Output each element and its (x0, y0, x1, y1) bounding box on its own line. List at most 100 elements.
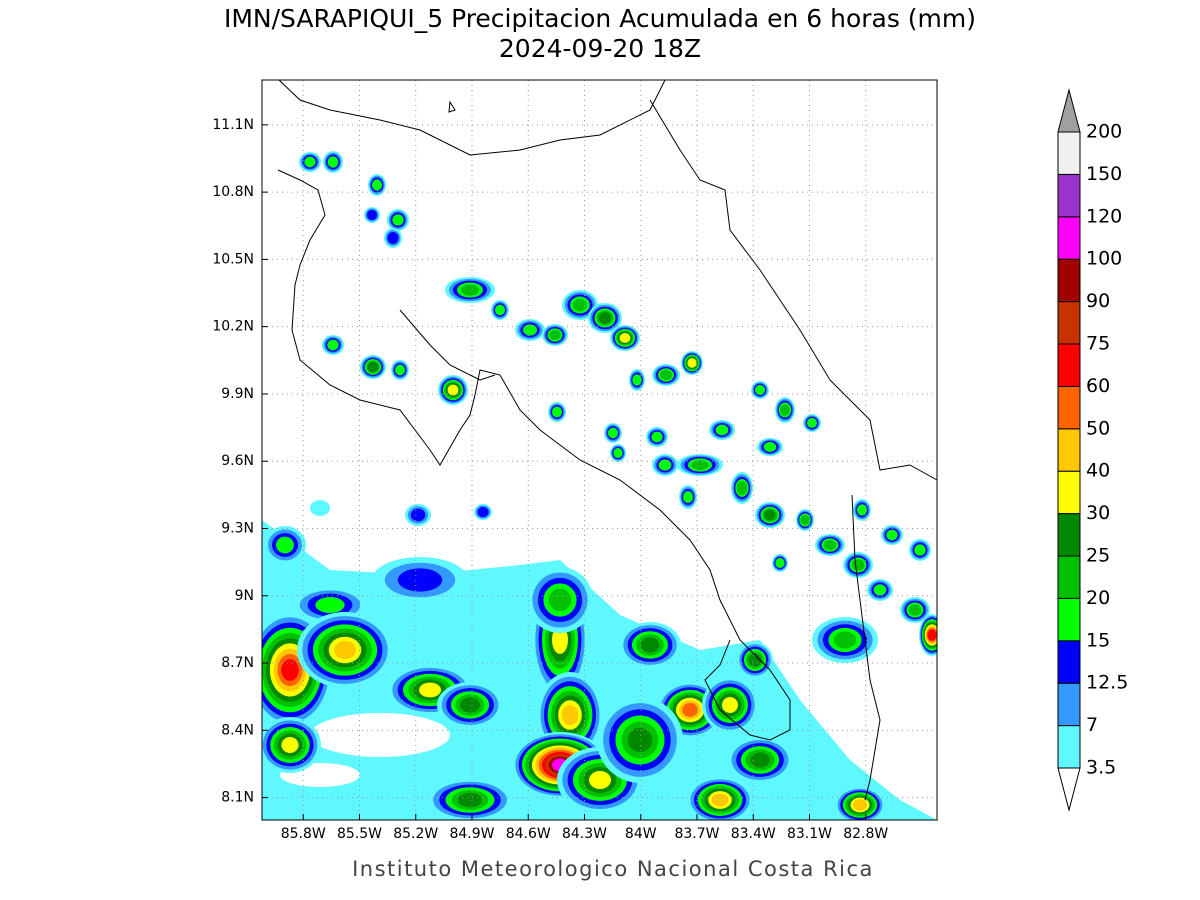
colorbar-label: 15 (1086, 629, 1110, 651)
caribbean-coast (649, 99, 938, 481)
precip-cell (857, 504, 867, 516)
x-tick-label: 84W (625, 826, 657, 842)
precip-cell (327, 339, 339, 351)
precip-cell (304, 156, 316, 168)
colorbar-box (1057, 131, 1081, 175)
colorbar-label: 75 (1086, 333, 1110, 355)
precip-cell (691, 459, 709, 471)
precip-cell (457, 792, 483, 808)
colorbar-label: 7 (1086, 714, 1098, 736)
precip-cell (366, 209, 378, 221)
precip-cell (608, 427, 618, 439)
colorbar-label: 120 (1086, 205, 1122, 227)
precip-cell (851, 559, 865, 571)
precip-cell (310, 500, 330, 516)
y-tick-label: 9.3N (221, 520, 254, 536)
precip-cell (660, 369, 672, 381)
title: IMN/SARAPIQUI_5 Precipitacion Acumulada … (224, 4, 976, 33)
precip-cell (748, 653, 762, 667)
precip-cell (395, 364, 405, 376)
subtitle: 2024-09-20 18Z (499, 34, 701, 63)
precip-cell (711, 793, 729, 807)
precip-cell (447, 384, 459, 396)
precip-cell (682, 703, 698, 717)
precip-cell (461, 284, 479, 296)
dry-area (310, 713, 450, 757)
coastlines (277, 79, 938, 801)
precip-cell (552, 406, 562, 418)
precip-cell (750, 752, 770, 768)
colorbar-label: 200 (1086, 121, 1122, 143)
x-tick-label: 83.4W (731, 826, 776, 842)
border (278, 79, 666, 156)
precip-cell (632, 374, 642, 386)
y-tick-label: 9.9N (221, 386, 254, 402)
precip-cell (281, 659, 299, 681)
precip-cell (367, 361, 379, 373)
precip-cell (561, 704, 579, 726)
y-tick-label: 8.4N (221, 722, 254, 738)
precip-cell (460, 697, 480, 713)
x-tick-label: 85.5W (337, 826, 382, 842)
precip-cell (800, 514, 810, 526)
y-tick-label: 9N (235, 588, 254, 604)
precip-cell (886, 529, 898, 541)
precip-cell (392, 214, 404, 226)
y-tick-label: 10.5N (212, 251, 254, 267)
precip-cell (477, 506, 489, 518)
precip-cell (853, 799, 867, 811)
colorbar-box (1057, 301, 1081, 345)
precip-cell (627, 727, 653, 753)
precip-cell (552, 626, 568, 654)
precip-cell (598, 312, 612, 324)
precip-cell (873, 584, 887, 596)
x-tick-label: 84.3W (562, 826, 607, 842)
colorbar-label: 3.5 (1086, 757, 1116, 779)
precip-cell (763, 442, 777, 452)
precip-layer (262, 151, 937, 820)
precip-cell (780, 404, 790, 416)
precip-cell (548, 588, 572, 612)
precip-cell (914, 544, 926, 556)
gulf-coast (399, 309, 496, 381)
precip-cell (927, 629, 937, 641)
precip-cell (764, 509, 776, 521)
colorbar-box (1057, 682, 1081, 727)
x-tick-label: 84.6W (506, 826, 551, 842)
precip-cell (755, 385, 765, 395)
precip-cell (334, 640, 356, 660)
x-tick-label: 83.7W (674, 826, 719, 842)
precip-cell (495, 304, 505, 316)
x-tick-label: 84.9W (449, 826, 494, 842)
x-tick-label: 82.8W (843, 826, 888, 842)
precip-cell (687, 358, 697, 368)
colorbar-label: 20 (1086, 587, 1110, 609)
precip-cell (372, 179, 382, 191)
colorbar-label: 50 (1086, 417, 1110, 439)
colorbar-box (1057, 555, 1081, 599)
precip-cell (572, 298, 588, 312)
precip-cell (823, 539, 837, 551)
colorbar-label: 100 (1086, 248, 1122, 270)
precip-cell (833, 631, 857, 649)
colorbar-box (1057, 216, 1081, 260)
precip-cell (327, 156, 339, 168)
colorbar-label: 90 (1086, 290, 1110, 312)
grid: 85.8W 85.5W 85.2W 84.9W 84.6W 84.3W 84W 83.7W 83… (212, 80, 937, 842)
precip-cell (397, 568, 443, 592)
footer: Instituto Meteorologico Nacional Costa R… (352, 857, 874, 881)
precip-cell (658, 459, 672, 471)
y-tick-label: 11.1N (212, 117, 254, 133)
precip-cell (775, 558, 785, 568)
colorbar-box (1057, 725, 1081, 769)
precip-cell (807, 418, 817, 428)
y-tick-label: 10.2N (212, 319, 254, 335)
precip-cell (410, 508, 426, 522)
precip-cell (683, 491, 693, 503)
colorbar-box (1057, 470, 1081, 515)
x-tick-label: 85.8W (281, 826, 326, 842)
precip-cell (276, 536, 294, 554)
panama-border (851, 494, 881, 801)
colorbar-box (1057, 640, 1081, 684)
colorbar-box (1057, 258, 1081, 303)
